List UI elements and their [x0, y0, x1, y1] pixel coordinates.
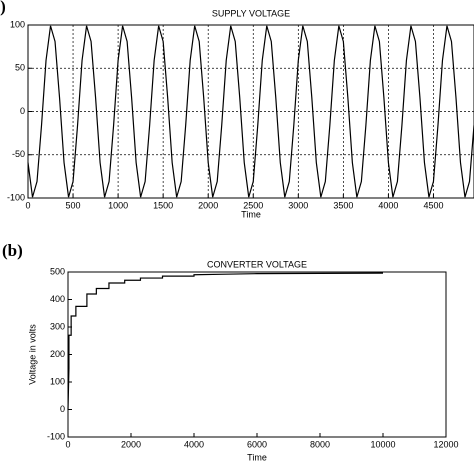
- x-tick-label: 8000: [310, 439, 330, 449]
- x-tick-label: 0: [25, 200, 30, 210]
- y-tick-label: 0: [20, 106, 25, 116]
- y-tick-label: 100: [10, 19, 25, 29]
- chart-title: SUPPLY VOLTAGE: [212, 8, 290, 18]
- y-tick-label: 0: [60, 404, 65, 414]
- chart-title: CONVERTER VOLTAGE: [207, 259, 307, 269]
- x-tick-label: 1000: [108, 200, 128, 210]
- x-tick-label: 2000: [121, 439, 141, 449]
- x-axis-label: Time: [241, 209, 261, 219]
- plot-frame: [27, 24, 474, 199]
- panel-label: (b): [2, 241, 23, 260]
- x-tick-label: 2500: [243, 200, 263, 210]
- x-axis-label: Time: [247, 452, 267, 462]
- x-tick-label: 3500: [333, 200, 353, 210]
- plot-frame: [67, 271, 447, 438]
- y-axis-label: Voltage in volts: [27, 324, 37, 385]
- x-tick-label: 0: [65, 439, 70, 449]
- x-tick-label: 500: [66, 200, 81, 210]
- x-tick-label: 2000: [198, 200, 218, 210]
- series-line: [27, 25, 474, 198]
- x-tick-label: 10000: [370, 439, 395, 449]
- y-tick-label: 200: [50, 349, 65, 359]
- x-tick-label: 4000: [378, 200, 398, 210]
- y-tick-label: 50: [15, 63, 25, 73]
- x-tick-label: 4000: [184, 439, 204, 449]
- y-tick-label: 400: [50, 294, 65, 304]
- y-tick-label: -100: [47, 431, 65, 441]
- x-tick-label: 4500: [423, 200, 443, 210]
- x-tick-label: 6000: [247, 439, 267, 449]
- x-tick-label: 1500: [153, 200, 173, 210]
- y-tick-label: -100: [7, 192, 25, 202]
- panel-label: (a): [0, 0, 6, 16]
- y-tick-label: 100: [50, 376, 65, 386]
- series-line: [67, 272, 384, 410]
- y-tick-label: 500: [50, 266, 65, 276]
- y-tick-label: 300: [50, 321, 65, 331]
- x-tick-label: 3000: [288, 200, 308, 210]
- y-tick-label: -50: [12, 149, 25, 159]
- x-tick-label: 12000: [433, 439, 458, 449]
